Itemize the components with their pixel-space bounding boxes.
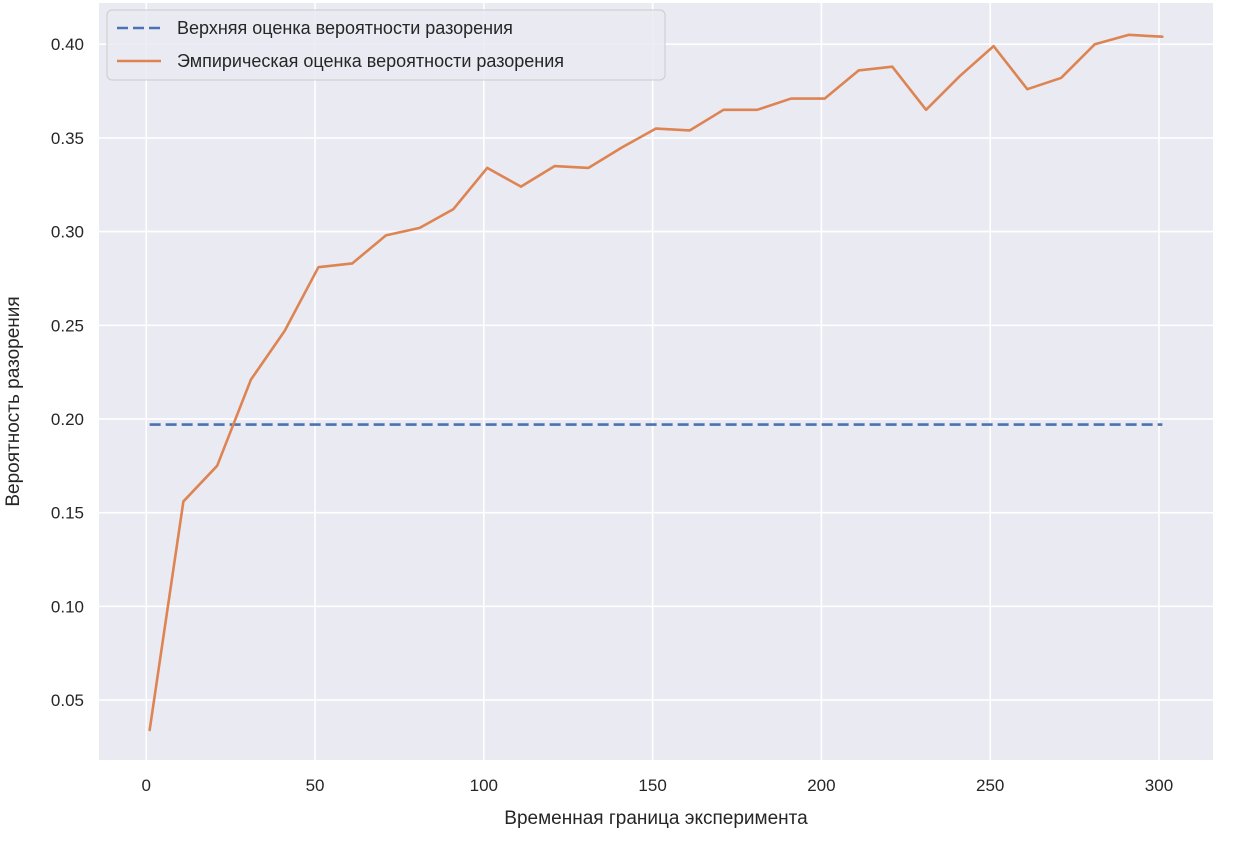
y-axis-title: Вероятность разорения — [3, 296, 24, 506]
y-tick-label: 0.30 — [51, 223, 84, 242]
x-tick-label: 300 — [1145, 776, 1173, 795]
empirical-line — [148, 33, 1164, 732]
legend-box — [106, 9, 666, 81]
x-axis-title: Временная граница эксперимента — [504, 808, 808, 829]
x-tick-label: 200 — [807, 776, 835, 795]
legend: Верхняя оценка вероятности разорения Эмп… — [106, 9, 666, 81]
x-tick-label: 100 — [470, 776, 498, 795]
x-tick-label: 50 — [306, 776, 325, 795]
y-tick-label: 0.25 — [51, 316, 84, 335]
grid-lines — [99, 3, 1213, 760]
y-tick-label: 0.20 — [51, 410, 84, 429]
y-tick-label: 0.05 — [51, 691, 84, 710]
y-tick-label: 0.10 — [51, 597, 84, 616]
x-tick-label: 250 — [976, 776, 1004, 795]
y-tick-label: 0.35 — [51, 129, 84, 148]
plot-area — [99, 3, 1213, 760]
y-tick-label: 0.15 — [51, 504, 84, 523]
x-tick-label: 0 — [142, 776, 151, 795]
y-tick-label: 0.40 — [51, 35, 84, 54]
legend-label-empirical: Эмпирическая оценка вероятности разорени… — [177, 51, 564, 71]
tick-labels: 0 50 100 150 200 250 300 0.05 0.10 0.15 0.20 0.25 0.… — [51, 35, 1173, 795]
legend-label-upper-bound: Верхняя оценка вероятности разорения — [177, 18, 513, 38]
series-lines — [148, 33, 1164, 732]
x-tick-label: 150 — [638, 776, 666, 795]
